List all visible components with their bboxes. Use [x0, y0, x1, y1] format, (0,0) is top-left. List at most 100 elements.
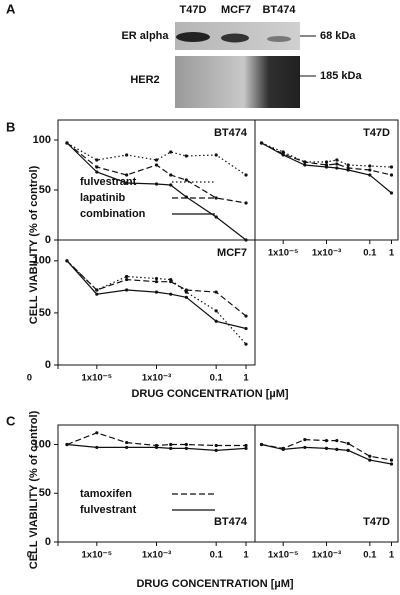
chart-title: T47D	[363, 127, 390, 139]
data-point	[154, 163, 159, 167]
data-point	[169, 446, 173, 450]
data-point	[65, 442, 69, 447]
series-line	[66, 260, 247, 330]
data-point	[324, 439, 329, 443]
data-point	[125, 277, 129, 282]
band	[267, 36, 291, 42]
data-point	[259, 141, 264, 145]
data-point	[244, 443, 248, 448]
data-point	[154, 182, 159, 186]
x-tick-label: 0	[27, 373, 32, 384]
x-tick-label: 0.1	[210, 373, 224, 384]
data-point	[169, 183, 173, 187]
data-point	[184, 295, 188, 299]
series-line	[66, 260, 247, 317]
data-point	[303, 438, 307, 442]
data-point	[324, 165, 329, 169]
data-point	[154, 280, 159, 284]
data-point	[154, 290, 159, 294]
data-point	[154, 445, 159, 450]
band-size: 68 kDa	[320, 30, 356, 42]
data-point	[389, 173, 394, 177]
data-point	[184, 288, 188, 292]
panel-label: C	[6, 413, 16, 428]
data-point	[303, 163, 307, 167]
data-point	[324, 160, 329, 164]
x-tick-label: 0	[27, 550, 32, 561]
data-point	[214, 309, 218, 313]
data-point	[214, 196, 218, 200]
chart-title: T47D	[363, 516, 390, 528]
data-point	[95, 158, 99, 162]
data-point	[303, 160, 307, 164]
data-point	[95, 165, 99, 169]
chart-title: MCF7	[217, 247, 247, 259]
x-tick-label: 1x10⁻⁵	[82, 550, 113, 561]
chart-title: BT474	[214, 516, 248, 528]
band	[221, 33, 249, 43]
data-point	[169, 442, 173, 447]
series-line	[66, 260, 247, 345]
data-point	[346, 168, 350, 172]
data-point	[125, 445, 129, 450]
series-line	[66, 142, 247, 204]
data-point	[244, 342, 248, 346]
lane-label: T47D	[180, 4, 207, 16]
y-tick-label: 0	[45, 234, 51, 246]
y-axis-title: CELL VIABILITY (% of control)	[28, 165, 40, 324]
x-tick-label: 1	[243, 550, 249, 561]
data-point	[346, 448, 350, 452]
panel-label: B	[6, 119, 15, 134]
y-axis-title: CELL VIABILITY (% of control)	[28, 410, 40, 569]
y-tick-label: 0	[45, 359, 51, 371]
data-point	[368, 164, 372, 168]
series-line	[66, 432, 246, 447]
data-point	[335, 162, 339, 166]
y-tick-label: 50	[39, 184, 51, 196]
data-point	[303, 445, 307, 450]
lane-label: MCF7	[221, 4, 251, 16]
band	[176, 32, 210, 42]
data-point	[95, 445, 99, 450]
band-size: 185 kDa	[320, 70, 362, 82]
y-tick-label: 50	[39, 307, 51, 319]
lane-label: BT474	[262, 4, 296, 16]
data-point	[346, 163, 350, 167]
data-point	[95, 170, 99, 174]
data-point	[184, 442, 188, 447]
blot	[175, 56, 300, 108]
data-point	[214, 319, 218, 323]
y-tick-label: 100	[33, 134, 51, 146]
data-point	[169, 173, 173, 177]
data-point	[95, 288, 99, 292]
x-tick-label: 1x10⁻³	[142, 373, 171, 384]
data-point	[389, 191, 394, 195]
x-tick-label: 1x10⁻⁵	[268, 248, 299, 259]
data-point	[125, 173, 129, 177]
series-line	[261, 438, 392, 461]
data-point	[368, 454, 372, 458]
data-point	[281, 447, 285, 451]
legend-label: fulvestrant	[80, 504, 137, 516]
legend-label: combination	[80, 208, 146, 220]
series-line	[66, 443, 247, 452]
data-point	[169, 292, 173, 296]
chart-title: BT474	[214, 127, 248, 139]
x-tick-label: 1x10⁻⁵	[82, 373, 113, 384]
x-tick-label: 0.1	[210, 550, 224, 561]
data-point	[184, 154, 188, 158]
y-tick-label: 0	[45, 536, 51, 548]
data-point	[368, 168, 372, 172]
data-point	[244, 314, 248, 318]
data-point	[335, 158, 339, 162]
x-tick-label: 1	[389, 248, 395, 259]
x-tick-label: 1x10⁻³	[312, 248, 341, 259]
legend-label: tamoxifen	[80, 488, 132, 500]
band-name: ER alpha	[121, 30, 169, 42]
x-tick-label: 0.1	[363, 248, 377, 259]
data-point	[335, 166, 339, 170]
x-tick-label: 1	[389, 550, 395, 561]
x-axis-title: DRUG CONCENTRATION [µM]	[136, 578, 293, 590]
x-tick-label: 1x10⁻⁵	[268, 550, 299, 561]
